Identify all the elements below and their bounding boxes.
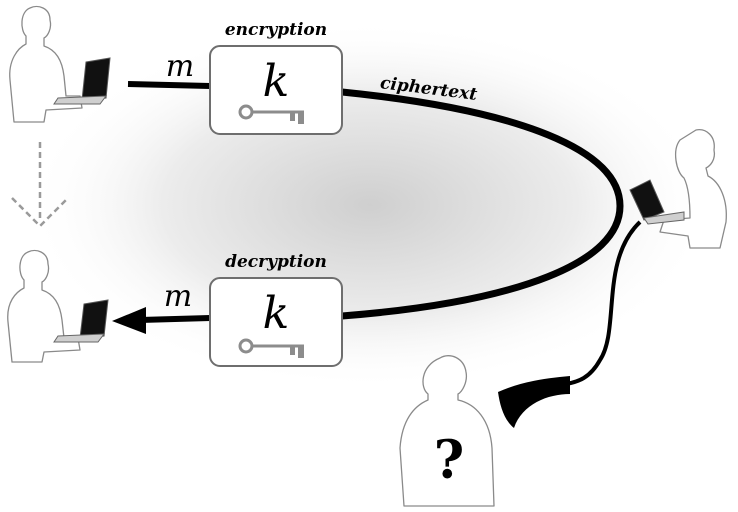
arrow-down-icon — [11, 142, 69, 228]
encryption-label: encryption — [225, 20, 327, 40]
sender-laptop-icon — [53, 57, 111, 105]
decryption-key-letter: k — [263, 288, 290, 339]
receiver-laptop-icon — [53, 299, 109, 343]
horn-icon — [498, 376, 570, 428]
plaintext-input-line — [127, 81, 211, 89]
output-arrowhead — [112, 307, 146, 334]
encryption-key-letter: k — [263, 56, 290, 107]
wiretap-line — [565, 220, 642, 386]
receiver-person-icon — [7, 249, 81, 363]
encryption-box — [209, 45, 343, 135]
unknown-symbol: ? — [434, 430, 464, 491]
ciphertext-channel — [338, 88, 624, 320]
background-glow — [25, 20, 715, 390]
eavesdropper-person-icon — [399, 355, 495, 507]
sender-person-icon — [9, 5, 83, 123]
decryption-box — [209, 277, 343, 367]
recipient-laptop-icon — [629, 179, 685, 225]
output-message-label: m — [164, 279, 192, 314]
input-message-label: m — [166, 49, 194, 84]
decryption-label: decryption — [225, 252, 327, 272]
plaintext-output-line — [139, 315, 211, 323]
recipient-person-icon — [659, 129, 727, 249]
